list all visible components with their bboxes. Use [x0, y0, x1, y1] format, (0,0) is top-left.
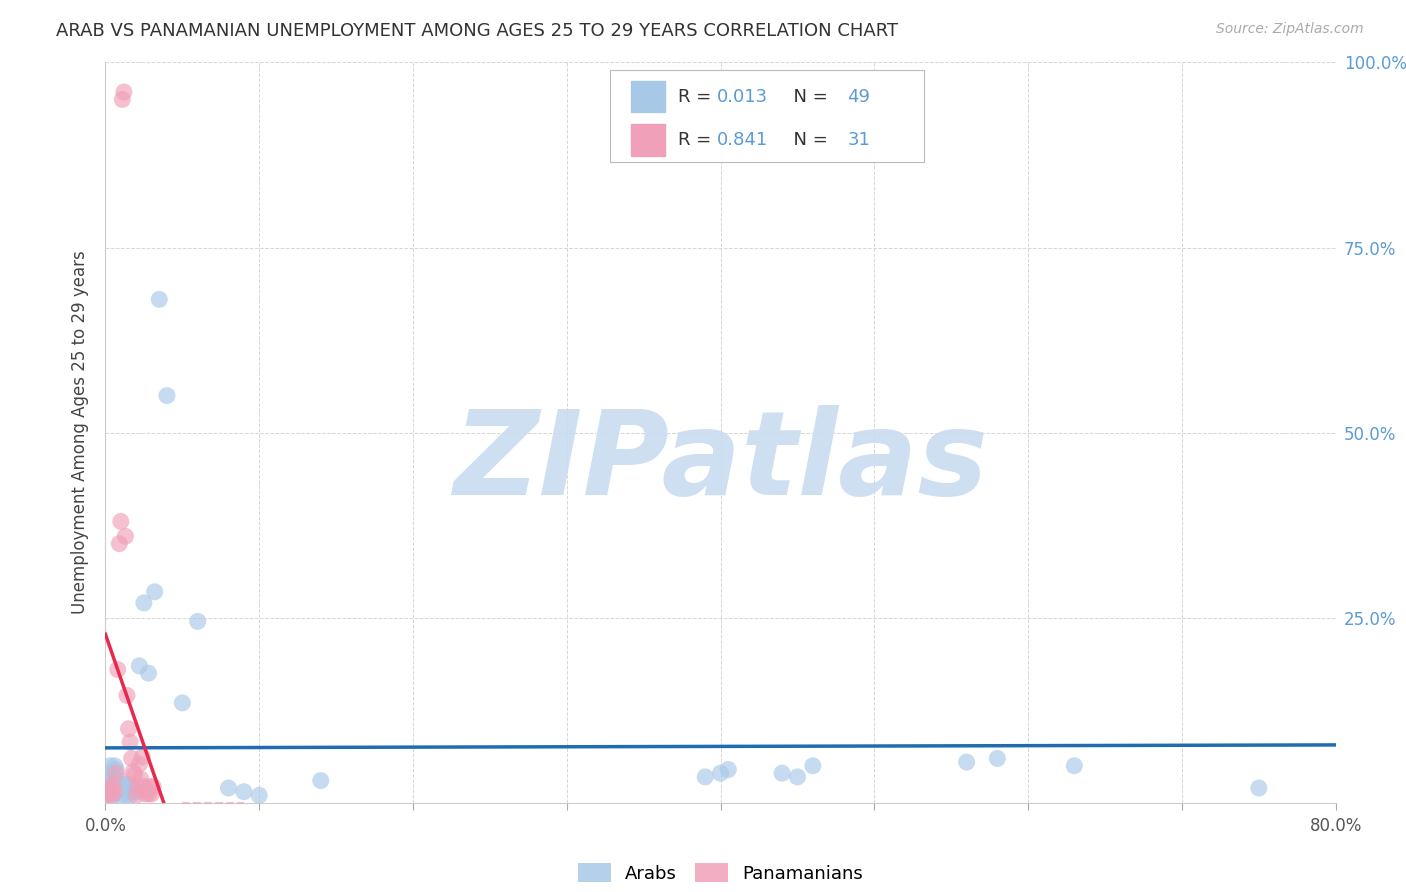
Point — [100, 785, 122, 799]
Point — [105, 766, 128, 780]
Point — [125, 785, 148, 799]
Point — [124, 767, 146, 781]
Point — [121, 751, 143, 765]
Text: ZIPatlas: ZIPatlas — [453, 405, 988, 520]
Point — [125, 789, 148, 803]
Point — [218, 780, 240, 795]
Point — [139, 780, 162, 794]
Point — [112, 777, 135, 791]
Bar — [631, 124, 665, 155]
Point — [986, 751, 1008, 765]
Point — [98, 780, 121, 795]
Point — [786, 770, 808, 784]
Point — [105, 763, 128, 777]
Point — [100, 789, 122, 803]
Point — [115, 689, 138, 703]
Point — [138, 666, 160, 681]
Point — [97, 785, 120, 799]
Y-axis label: Unemployment Among Ages 25 to 29 years: Unemployment Among Ages 25 to 29 years — [72, 251, 90, 615]
Point — [128, 757, 150, 772]
Point — [117, 722, 139, 736]
Point — [115, 780, 138, 795]
Point — [107, 780, 129, 795]
Point — [104, 758, 127, 772]
Bar — [631, 81, 665, 112]
Point — [96, 789, 118, 803]
Point — [132, 780, 155, 794]
Point — [121, 785, 143, 799]
Point — [111, 780, 134, 795]
Point — [141, 787, 163, 801]
Point — [122, 780, 145, 795]
Point — [131, 750, 153, 764]
Point — [122, 764, 145, 779]
Point — [136, 783, 159, 797]
Point — [801, 758, 824, 772]
Text: 31: 31 — [848, 131, 870, 149]
Point — [128, 658, 150, 673]
Point — [956, 755, 979, 769]
Point — [111, 93, 134, 107]
Point — [107, 663, 129, 677]
Text: Source: ZipAtlas.com: Source: ZipAtlas.com — [1216, 22, 1364, 37]
Point — [100, 770, 122, 784]
Point — [97, 785, 120, 799]
Point — [101, 777, 124, 791]
Text: 0.841: 0.841 — [717, 131, 768, 149]
Point — [110, 773, 132, 788]
Text: 0.013: 0.013 — [717, 87, 768, 105]
Point — [97, 766, 120, 780]
Point — [770, 766, 793, 780]
Point — [172, 696, 194, 710]
Point — [247, 789, 270, 803]
Point — [1063, 758, 1085, 772]
FancyBboxPatch shape — [610, 70, 924, 162]
Point — [129, 772, 152, 786]
Text: N =: N = — [782, 131, 834, 149]
Point — [187, 615, 209, 629]
Point — [156, 389, 179, 403]
Point — [232, 785, 254, 799]
Point — [148, 293, 170, 307]
Point — [114, 529, 136, 543]
Point — [112, 85, 135, 99]
Point — [120, 789, 141, 803]
Point — [104, 773, 127, 788]
Point — [1247, 780, 1270, 795]
Point — [96, 773, 118, 788]
Point — [101, 789, 124, 803]
Point — [101, 777, 124, 791]
Legend: Arabs, Panamanians: Arabs, Panamanians — [571, 856, 870, 890]
Point — [117, 777, 139, 791]
Text: R =: R = — [678, 131, 717, 149]
Point — [143, 584, 166, 599]
Text: R =: R = — [678, 87, 717, 105]
Point — [132, 596, 155, 610]
Text: ARAB VS PANAMANIAN UNEMPLOYMENT AMONG AGES 25 TO 29 YEARS CORRELATION CHART: ARAB VS PANAMANIAN UNEMPLOYMENT AMONG AG… — [56, 22, 898, 40]
Point — [110, 789, 132, 803]
Point — [142, 780, 165, 794]
Point — [120, 735, 141, 749]
Point — [98, 780, 121, 795]
Text: N =: N = — [782, 87, 834, 105]
Point — [110, 515, 132, 529]
Point — [104, 785, 127, 799]
Point — [710, 766, 733, 780]
Point — [127, 780, 149, 794]
Text: 49: 49 — [848, 87, 870, 105]
Point — [108, 537, 131, 551]
Point — [108, 777, 131, 791]
Point — [98, 758, 121, 772]
Point — [114, 789, 136, 803]
Point — [695, 770, 717, 784]
Point — [105, 785, 128, 799]
Point — [717, 763, 740, 777]
Point — [96, 789, 118, 803]
Point — [309, 773, 332, 788]
Point — [134, 787, 156, 801]
Point — [138, 787, 160, 801]
